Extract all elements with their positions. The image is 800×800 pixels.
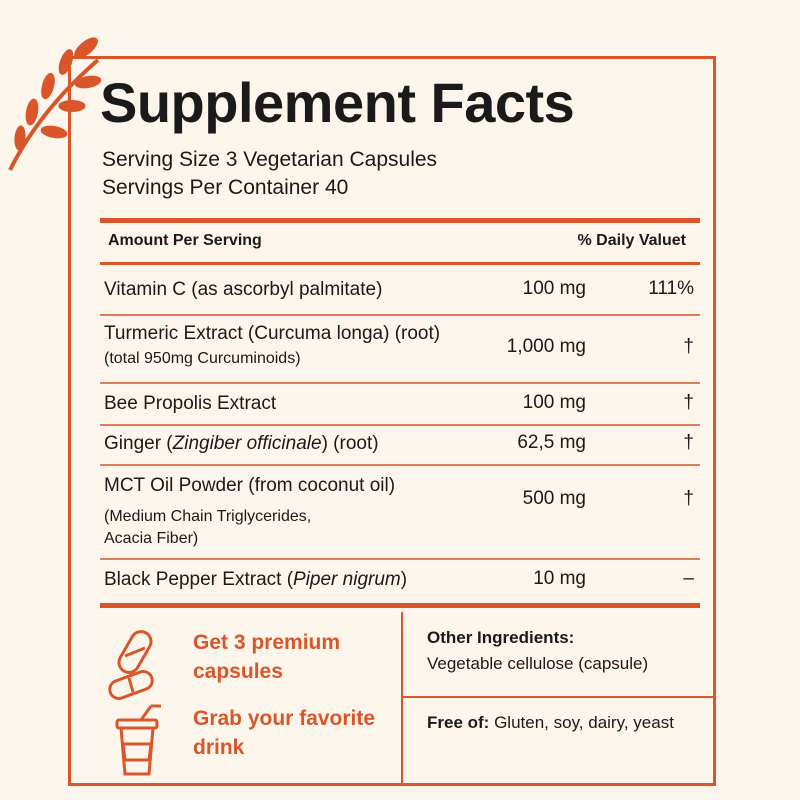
daily-value-header: % Daily Valuet: [577, 232, 687, 249]
bottom-panel: Get 3 premium capsules Grab your favorit…: [71, 612, 713, 783]
divider: [100, 464, 700, 466]
promo-step-2: Grab your favorite drink: [193, 707, 376, 759]
divider: [100, 424, 700, 426]
ingredient-dv: †: [683, 392, 694, 413]
table-row: Black Pepper Extract (Piper nigrum) 10 m…: [100, 568, 700, 596]
table-row: MCT Oil Powder (from coconut oil) (Mediu…: [100, 474, 700, 554]
ingredient-amount: 1,000 mg: [506, 336, 586, 357]
ingredient-subtext: (total 950mg Curcuminoids): [104, 350, 301, 367]
page-title: Supplement Facts: [100, 71, 575, 134]
ingredient-amount: 100 mg: [522, 392, 586, 413]
free-of-value: Gluten, soy, dairy, yeast: [494, 713, 674, 732]
divider: [100, 262, 700, 265]
ingredient-amount: 500 mg: [522, 488, 586, 509]
amount-per-serving-header: Amount Per Serving: [108, 232, 262, 249]
ingredient-subtext: (Medium Chain Triglycerides,: [104, 508, 312, 525]
ingredient-name-prefix: Ginger (: [104, 433, 173, 454]
drink-cup-icon: [115, 704, 161, 776]
free-of-text: Free of: Gluten, soy, dairy, yeast: [427, 710, 697, 736]
ingredient-name-suffix: ): [400, 569, 408, 590]
ingredient-dv: †: [683, 432, 694, 453]
divider: [100, 314, 700, 316]
divider: [100, 558, 700, 560]
ingredient-dv: –: [683, 568, 694, 589]
divider: [100, 382, 700, 384]
table-row: Vitamin C (as ascorbyl palmitate) 100 mg…: [100, 278, 700, 308]
ingredient-name: Ginger (Zingiber officinale) (root): [104, 432, 379, 456]
table-header: Amount Per Serving % Daily Valuet: [100, 232, 700, 256]
divider-thick: [100, 603, 700, 608]
serving-size: Serving Size 3 Vegetarian Capsules: [102, 148, 438, 171]
capsules-icon: [108, 630, 154, 700]
table-row: Ginger (Zingiber officinale) (root) 62,5…: [100, 432, 700, 460]
ingredient-name: Black Pepper Extract (Piper nigrum): [104, 568, 407, 592]
ingredient-amount: 62,5 mg: [517, 432, 586, 453]
ingredient-name: Turmeric Extract (Curcuma longa) (root): [104, 323, 441, 344]
ingredient-name: MCT Oil Powder (from coconut oil): [104, 475, 396, 496]
ingredient-subtext: Acacia Fiber): [104, 530, 199, 547]
promo-step-1: Get 3 premium capsules: [193, 631, 341, 683]
table-row: Bee Propolis Extract 100 mg †: [100, 392, 700, 420]
other-ingredients-label: Other Ingredients:: [427, 628, 575, 647]
horizontal-divider: [402, 696, 713, 698]
ingredient-name: Vitamin C (as ascorbyl palmitate): [104, 279, 383, 300]
ingredient-amount: 100 mg: [522, 278, 586, 299]
serving-info: Serving Size 3 Vegetarian Capsules Servi…: [102, 146, 437, 202]
table-row: Turmeric Extract (Curcuma longa) (root) …: [100, 322, 700, 378]
ingredient-name-prefix: Black Pepper Extract (: [104, 569, 294, 590]
ingredient-name-suffix: ) (root): [321, 433, 379, 454]
ingredient-amount: 10 mg: [533, 568, 586, 589]
ingredient-name: Bee Propolis Extract: [104, 393, 277, 414]
ingredient-dv: †: [683, 336, 694, 357]
leaf-branch-icon: [8, 37, 102, 171]
servings-per-container: Servings Per Container 40: [102, 176, 349, 199]
divider-thick: [100, 218, 700, 223]
ingredient-dv: †: [683, 488, 694, 509]
ingredient-latin-name: Piper nigrum: [293, 569, 401, 590]
free-of-label: Free of:: [427, 713, 490, 732]
label-frame: [68, 56, 716, 786]
ingredient-dv: 111%: [648, 278, 694, 299]
other-ingredients-value: Vegetable cellulose (capsule): [427, 654, 649, 673]
ingredient-latin-name: Zingiber officinale: [172, 433, 322, 454]
